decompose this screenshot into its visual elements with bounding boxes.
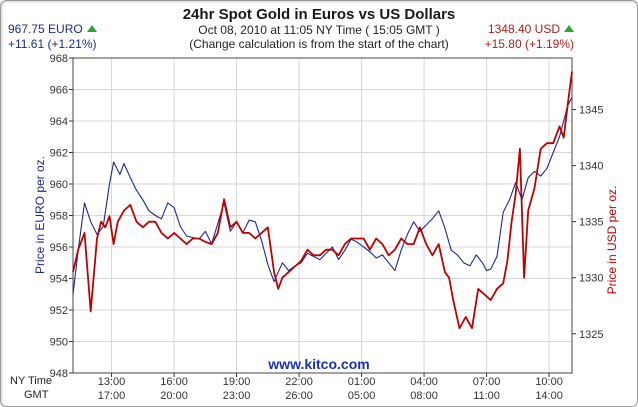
right-tick-label: 1330 [579, 273, 603, 285]
x-tick-label-ny: 04:00 [410, 376, 438, 388]
x-tick-label-ny: 16:00 [160, 376, 188, 388]
x-tick-label-gmt: 14:00 [535, 390, 563, 402]
left-tick-label: 952 [50, 305, 68, 317]
x-tick-label-ny: 07:00 [473, 376, 501, 388]
chart-title: 24hr Spot Gold in Euros vs US Dollars [182, 6, 456, 23]
x-tick-label-ny: 01:00 [348, 376, 376, 388]
euro-change: +11.61 (+1.21%) [8, 37, 97, 51]
left-axis-label: Price in EURO per oz. [33, 156, 47, 274]
left-tick-label: 950 [50, 337, 68, 349]
right-tick-label: 1345 [579, 105, 603, 117]
left-tick-label: 956 [50, 242, 68, 254]
euro-price: 967.75 EURO [8, 22, 97, 36]
x-tick-label-gmt: 11:00 [473, 390, 500, 402]
x-tick-label-gmt: 08:00 [410, 390, 438, 402]
right-tick-label: 1335 [579, 217, 603, 229]
euro-price-value: 967.75 EURO [8, 22, 83, 36]
x-tick-label-gmt: 17:00 [98, 390, 126, 402]
x-tick-label-gmt: 26:00 [285, 390, 313, 402]
ny-time-row-label: NY Time [10, 375, 52, 387]
left-tick-label: 948 [50, 368, 68, 380]
green-up-triangle-icon [564, 25, 574, 32]
left-tick-label: 954 [50, 274, 68, 286]
usd-price-value: 1348.40 USD [487, 22, 560, 36]
x-tick-label-ny: 13:00 [98, 376, 126, 388]
x-tick-label-ny: 22:00 [285, 376, 313, 388]
left-tick-label: 958 [50, 211, 68, 223]
x-tick-label-ny: 19:00 [223, 376, 251, 388]
usd-change: +15.80 (+1.19%) [484, 37, 574, 51]
x-tick-label-ny: 10:00 [535, 376, 563, 388]
left-tick-label: 962 [50, 148, 68, 160]
euro-series-line [72, 97, 573, 295]
left-tick-label: 964 [50, 116, 68, 128]
usd-price: 1348.40 USD [488, 22, 574, 36]
right-tick-label: 1325 [579, 329, 603, 341]
change-note: (Change calculation is from the start of… [189, 37, 449, 51]
x-tick-label-gmt: 05:00 [348, 390, 376, 402]
plot-border [72, 57, 573, 374]
x-tick-label-gmt: 23:00 [223, 390, 251, 402]
right-axis-label: Price in USD per oz. [605, 186, 619, 295]
right-tick-label: 1340 [579, 161, 603, 173]
left-tick-label: 968 [50, 53, 68, 65]
kitco-watermark: www.kitco.com [268, 356, 370, 372]
chart-timestamp: Oct 08, 2010 at 11:05 NY Time ( 15:05 GM… [198, 23, 440, 37]
x-tick-label-gmt: 20:00 [160, 390, 188, 402]
green-up-triangle-icon [86, 25, 97, 32]
left-tick-label: 960 [50, 179, 68, 191]
gmt-row-label: GMT [24, 389, 49, 401]
left-tick-label: 966 [50, 85, 68, 97]
usd-series-line [72, 71, 573, 330]
